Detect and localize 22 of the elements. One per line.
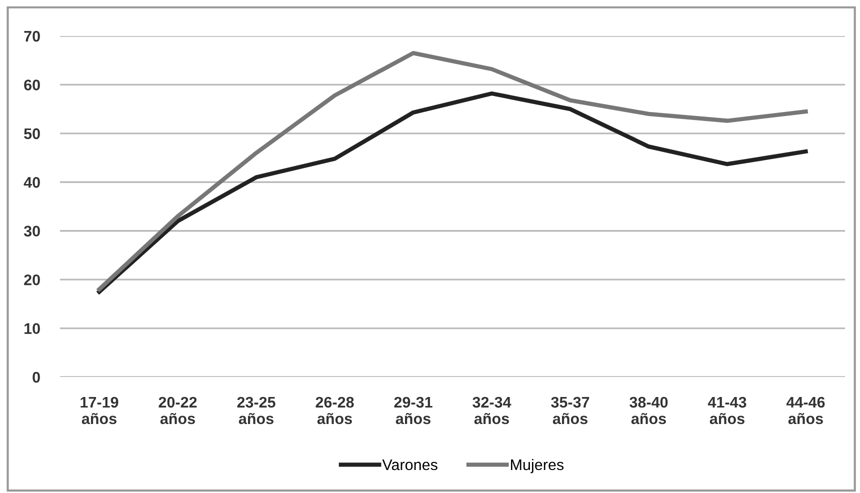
y-tick-label: 20 xyxy=(24,274,40,286)
line-series xyxy=(97,91,808,294)
x-tick-label: 23-25 años xyxy=(237,396,276,424)
y-tick-label: 10 xyxy=(24,323,40,334)
x-tick-label: 41-43 años xyxy=(708,396,746,424)
x-tick-label: 32-34 años xyxy=(472,396,512,424)
y-tick-label: 50 xyxy=(24,128,40,140)
y-tick-label: 60 xyxy=(24,80,40,90)
x-tick-label: 20-22 años xyxy=(158,396,197,424)
x-tick-label: 26-28 años xyxy=(316,396,354,424)
y-tick-label: 0 xyxy=(32,372,40,383)
x-tick-label: 35-37 años xyxy=(551,396,590,424)
legend-label: Mujeres xyxy=(511,458,564,474)
y-tick-label: 30 xyxy=(24,226,40,237)
x-tick-label: 29-31 años xyxy=(394,396,432,424)
legend-label: Varones xyxy=(382,460,438,470)
x-tick-label: 44-46 años xyxy=(786,396,825,424)
y-tick-label: 70 xyxy=(24,30,40,42)
line-series xyxy=(97,50,808,292)
y-tick-label: 40 xyxy=(24,177,40,188)
x-tick-label: 38-40 años xyxy=(630,396,668,424)
x-tick-label: 17-19 años xyxy=(80,396,118,424)
